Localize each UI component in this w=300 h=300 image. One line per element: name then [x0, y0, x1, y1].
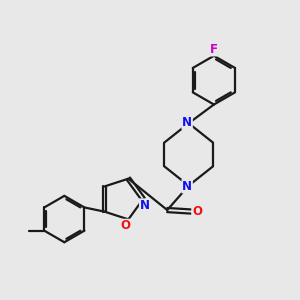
Text: F: F [210, 43, 218, 56]
Text: O: O [120, 219, 130, 232]
Text: N: N [140, 199, 150, 212]
Text: N: N [182, 180, 192, 193]
Text: O: O [192, 205, 202, 218]
Text: N: N [182, 116, 192, 129]
